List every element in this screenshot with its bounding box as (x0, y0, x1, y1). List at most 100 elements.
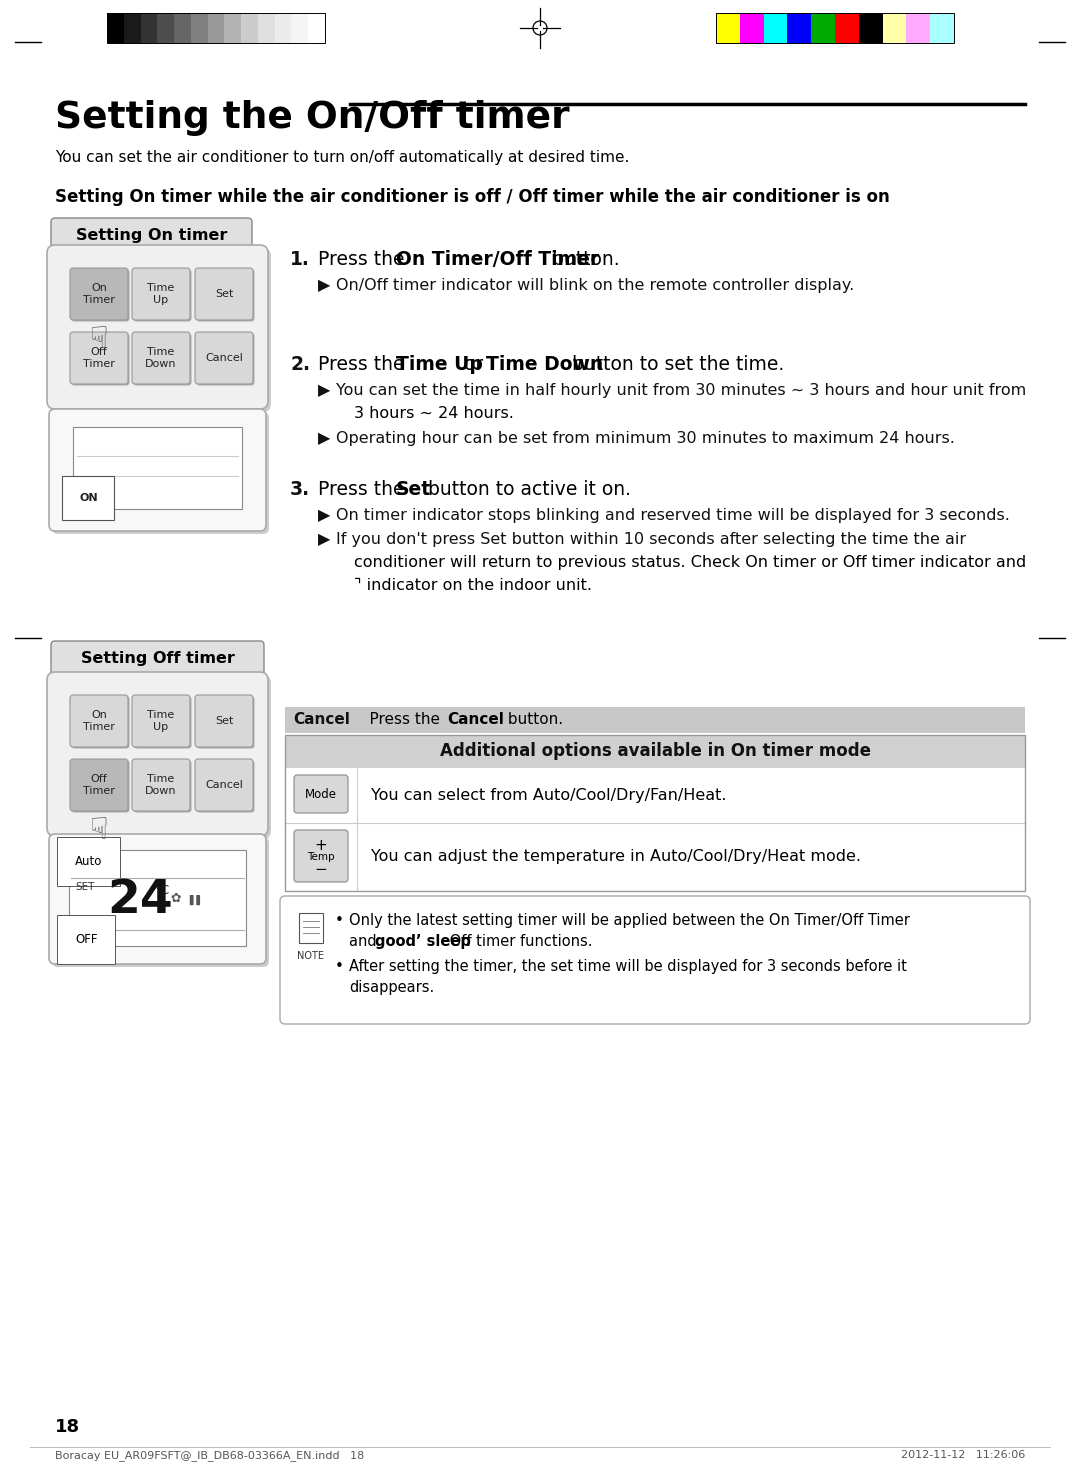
FancyBboxPatch shape (70, 695, 129, 747)
Bar (241, 13, 258, 43)
Text: +: + (314, 837, 327, 853)
FancyBboxPatch shape (132, 759, 190, 810)
Text: Setting the On/Off timer: Setting the On/Off timer (55, 100, 569, 136)
FancyBboxPatch shape (195, 759, 253, 810)
Text: •: • (335, 959, 343, 974)
Text: Operating hour can be set from minimum 30 minutes to maximum 24 hours.: Operating hour can be set from minimum 3… (336, 431, 955, 446)
FancyBboxPatch shape (71, 697, 130, 748)
FancyBboxPatch shape (51, 641, 264, 676)
Text: OFF: OFF (75, 933, 97, 946)
Bar (274, 13, 292, 43)
Text: •: • (335, 914, 343, 928)
Text: button to set the time.: button to set the time. (566, 356, 784, 373)
Text: Cancel: Cancel (447, 713, 504, 728)
FancyBboxPatch shape (197, 760, 255, 812)
Text: Time
Down: Time Down (145, 775, 177, 796)
Text: ⌝ indicator on the indoor unit.: ⌝ indicator on the indoor unit. (354, 579, 592, 593)
Text: Time Up: Time Up (396, 356, 483, 373)
Text: 2.: 2. (291, 356, 310, 373)
Text: Only the latest setting timer will be applied between the On Timer/Off Timer: Only the latest setting timer will be ap… (349, 914, 909, 928)
Bar (207, 13, 225, 43)
FancyBboxPatch shape (197, 334, 255, 385)
Text: °C: °C (156, 884, 171, 897)
Text: Setting On timer while the air conditioner is off / Off timer while the air cond: Setting On timer while the air condition… (55, 187, 890, 207)
Text: Press the: Press the (350, 713, 445, 728)
FancyBboxPatch shape (134, 697, 191, 748)
Text: 24: 24 (107, 878, 173, 922)
Text: Set: Set (396, 480, 431, 499)
Text: Temp: Temp (307, 852, 335, 862)
Bar (107, 13, 124, 43)
Text: 2012-11-12   11:26:06: 2012-11-12 11:26:06 (901, 1449, 1025, 1460)
Text: disappears.: disappears. (349, 980, 434, 995)
Text: 3.: 3. (291, 480, 310, 499)
Text: You can select from Auto/Cool/Dry/Fan/Heat.: You can select from Auto/Cool/Dry/Fan/He… (372, 788, 727, 803)
Bar (285, 707, 1025, 734)
Text: Press the: Press the (318, 480, 410, 499)
Bar (285, 735, 1025, 892)
Text: Off
Timer: Off Timer (83, 775, 114, 796)
Text: On/Off timer indicator will blink on the remote controller display.: On/Off timer indicator will blink on the… (336, 277, 854, 294)
FancyBboxPatch shape (134, 270, 191, 322)
FancyBboxPatch shape (70, 759, 129, 810)
Text: Additional options available in On timer mode: Additional options available in On timer… (440, 742, 870, 760)
Text: 3 hours ~ 24 hours.: 3 hours ~ 24 hours. (354, 406, 514, 421)
Text: good’ sleep: good’ sleep (375, 934, 471, 949)
Text: ▶: ▶ (318, 382, 330, 399)
Text: Setting Off timer: Setting Off timer (81, 651, 234, 666)
Text: conditioner will return to previous status. Check On timer or Off timer indicato: conditioner will return to previous stat… (354, 555, 1026, 570)
Bar (107, 13, 325, 43)
Text: Cancel: Cancel (205, 353, 243, 363)
FancyBboxPatch shape (51, 218, 252, 252)
FancyBboxPatch shape (197, 697, 255, 748)
FancyBboxPatch shape (280, 896, 1030, 1024)
FancyBboxPatch shape (52, 837, 269, 967)
Text: or: or (458, 356, 489, 373)
FancyBboxPatch shape (132, 332, 190, 384)
Text: 1.: 1. (291, 249, 310, 269)
FancyBboxPatch shape (294, 830, 348, 883)
FancyBboxPatch shape (71, 760, 130, 812)
FancyBboxPatch shape (132, 269, 190, 320)
Text: ✿: ✿ (170, 892, 180, 905)
FancyBboxPatch shape (195, 332, 253, 384)
Bar (285, 735, 1025, 768)
Bar (716, 13, 954, 43)
FancyBboxPatch shape (294, 775, 348, 813)
FancyBboxPatch shape (52, 412, 269, 534)
Bar (716, 13, 740, 43)
Bar (906, 13, 930, 43)
Text: Set: Set (215, 716, 233, 726)
Bar (73, 427, 242, 509)
Text: Cancel: Cancel (293, 713, 350, 728)
Bar (191, 13, 207, 43)
Text: button.: button. (546, 249, 620, 269)
Text: You can adjust the temperature in Auto/Cool/Dry/Heat mode.: You can adjust the temperature in Auto/C… (372, 850, 861, 865)
Text: On
Timer: On Timer (83, 283, 114, 306)
Bar (764, 13, 787, 43)
Text: You can set the air conditioner to turn on/off automatically at desired time.: You can set the air conditioner to turn … (55, 151, 630, 165)
Text: Press the: Press the (318, 249, 410, 269)
Text: and: and (349, 934, 381, 949)
Bar (787, 13, 811, 43)
Bar (930, 13, 954, 43)
Bar (140, 13, 158, 43)
FancyBboxPatch shape (71, 334, 130, 385)
Text: ☟: ☟ (90, 816, 108, 844)
Text: On timer indicator stops blinking and reserved time will be displayed for 3 seco: On timer indicator stops blinking and re… (336, 508, 1010, 523)
Text: Mode: Mode (305, 788, 337, 800)
FancyBboxPatch shape (49, 834, 266, 964)
Bar (299, 914, 323, 943)
Bar (258, 13, 274, 43)
Bar (882, 13, 906, 43)
Text: ☟: ☟ (90, 325, 108, 354)
Text: button to active it on.: button to active it on. (422, 480, 631, 499)
Bar (292, 13, 308, 43)
Text: On Timer/Off Timer: On Timer/Off Timer (396, 249, 599, 269)
FancyBboxPatch shape (70, 332, 129, 384)
Text: ▶: ▶ (318, 508, 330, 523)
Bar (69, 850, 246, 946)
Text: Time
Up: Time Up (147, 710, 175, 732)
Text: 18: 18 (55, 1418, 80, 1436)
Text: After setting the timer, the set time will be displayed for 3 seconds before it: After setting the timer, the set time wi… (349, 959, 907, 974)
